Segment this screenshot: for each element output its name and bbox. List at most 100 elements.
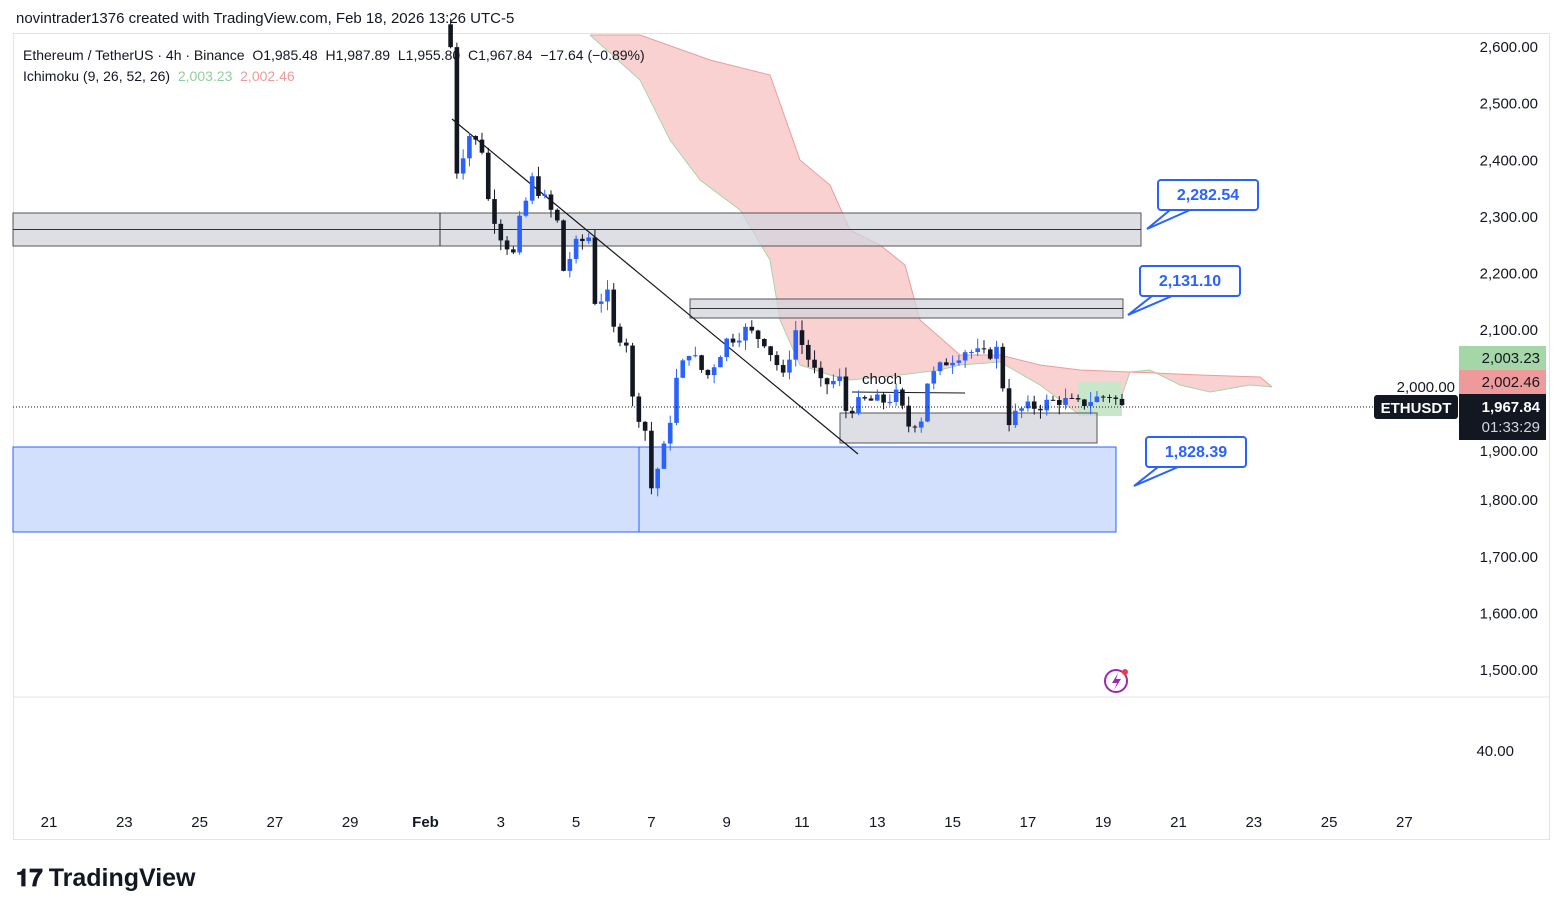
candle (937, 362, 943, 372)
price-callout-label: 2,282.54 (1177, 187, 1239, 204)
candle (969, 352, 974, 354)
candle (849, 410, 855, 414)
choch-line (851, 391, 966, 394)
resistance-zone (839, 412, 1098, 444)
candle (780, 365, 786, 373)
candle (674, 377, 679, 423)
candle (473, 136, 478, 140)
price-tick: 2,200.00 (1480, 266, 1538, 283)
candle (768, 346, 773, 356)
time-tick: 25 (1321, 814, 1338, 831)
candle (900, 389, 905, 406)
candle (950, 362, 955, 366)
candle (448, 24, 453, 48)
symbol-tag-label: ETHUSDT (1381, 400, 1452, 417)
candle (1113, 397, 1119, 399)
candle (686, 355, 692, 361)
candle (718, 357, 723, 368)
lightning-icon (1104, 669, 1128, 693)
candle (787, 359, 792, 373)
price-tick: 2,300.00 (1480, 209, 1538, 226)
candle (736, 340, 742, 343)
candle (837, 376, 842, 381)
time-tick: 29 (342, 814, 359, 831)
price-callout (1145, 436, 1247, 468)
price-tick: 2,100.00 (1480, 322, 1538, 339)
candle (580, 238, 585, 242)
candle (649, 430, 654, 489)
ichimoku-price-label (1459, 346, 1546, 370)
candle (724, 338, 729, 358)
candle (843, 376, 849, 411)
candle (987, 349, 993, 359)
candle (812, 359, 817, 368)
candle (561, 220, 566, 271)
candle (680, 360, 686, 378)
time-tick: 17 (1020, 814, 1037, 831)
candle (667, 422, 673, 444)
candle (567, 258, 573, 271)
lightning-glyph (1112, 673, 1121, 690)
candle (762, 338, 767, 347)
price-tick: 1,500.00 (1480, 662, 1538, 679)
candle (605, 289, 610, 302)
price-callout-label: 2,131.10 (1159, 273, 1221, 290)
time-tick: 23 (1245, 814, 1262, 831)
last-price-value: 1,967.84 (1482, 399, 1541, 416)
candle (1082, 399, 1087, 407)
candle (868, 398, 874, 401)
candle (749, 326, 755, 331)
candle (887, 401, 893, 403)
candle (460, 158, 466, 174)
candle (856, 397, 861, 414)
time-tick: 21 (41, 814, 58, 831)
indicator-legend[interactable]: Ichimoku (9, 26, 52, 26) 2,003.23 2,002.… (23, 68, 295, 84)
price-tick: 1,800.00 (1480, 492, 1538, 509)
candle (592, 237, 598, 304)
tv-logo-icon: 𝟏𝟕 (16, 864, 43, 892)
candle (1056, 400, 1062, 405)
candle (630, 345, 635, 397)
candle (962, 352, 968, 361)
time-tick: 25 (191, 814, 208, 831)
candle (554, 209, 560, 221)
candle (548, 194, 554, 210)
time-tick: 9 (723, 814, 731, 831)
candle (1050, 399, 1056, 401)
candle (529, 176, 535, 201)
candle (536, 176, 541, 196)
candle (479, 139, 485, 153)
candle (492, 199, 497, 224)
candle (755, 330, 761, 339)
candle (774, 355, 780, 366)
price-tick: 2,600.00 (1480, 39, 1538, 56)
candle (925, 383, 930, 422)
symbol-tag (1374, 395, 1458, 419)
candle (893, 389, 899, 402)
price-tick: 1,900.00 (1480, 443, 1538, 460)
time-tick: 7 (647, 814, 655, 831)
candle (831, 380, 836, 385)
candle (655, 468, 660, 489)
chart-frame (13, 33, 1550, 840)
callout-pointer (1133, 466, 1179, 487)
candle (799, 330, 805, 345)
candle (598, 301, 604, 304)
time-tick: 27 (267, 814, 284, 831)
candle (517, 215, 522, 253)
candle (504, 240, 510, 250)
candle (498, 223, 504, 241)
candle (793, 330, 799, 360)
candle (454, 47, 460, 174)
candle (617, 326, 623, 343)
candle (1019, 408, 1024, 411)
time-tick: 11 (794, 814, 810, 831)
candle (956, 360, 962, 363)
time-tick: 19 (1095, 814, 1112, 831)
candle (467, 136, 472, 159)
symbol-legend[interactable]: Ethereum / TetherUS · 4h · Binance O1,98… (23, 47, 645, 63)
time-tick: 13 (869, 814, 886, 831)
candle (1119, 398, 1125, 406)
candle (1000, 346, 1006, 389)
